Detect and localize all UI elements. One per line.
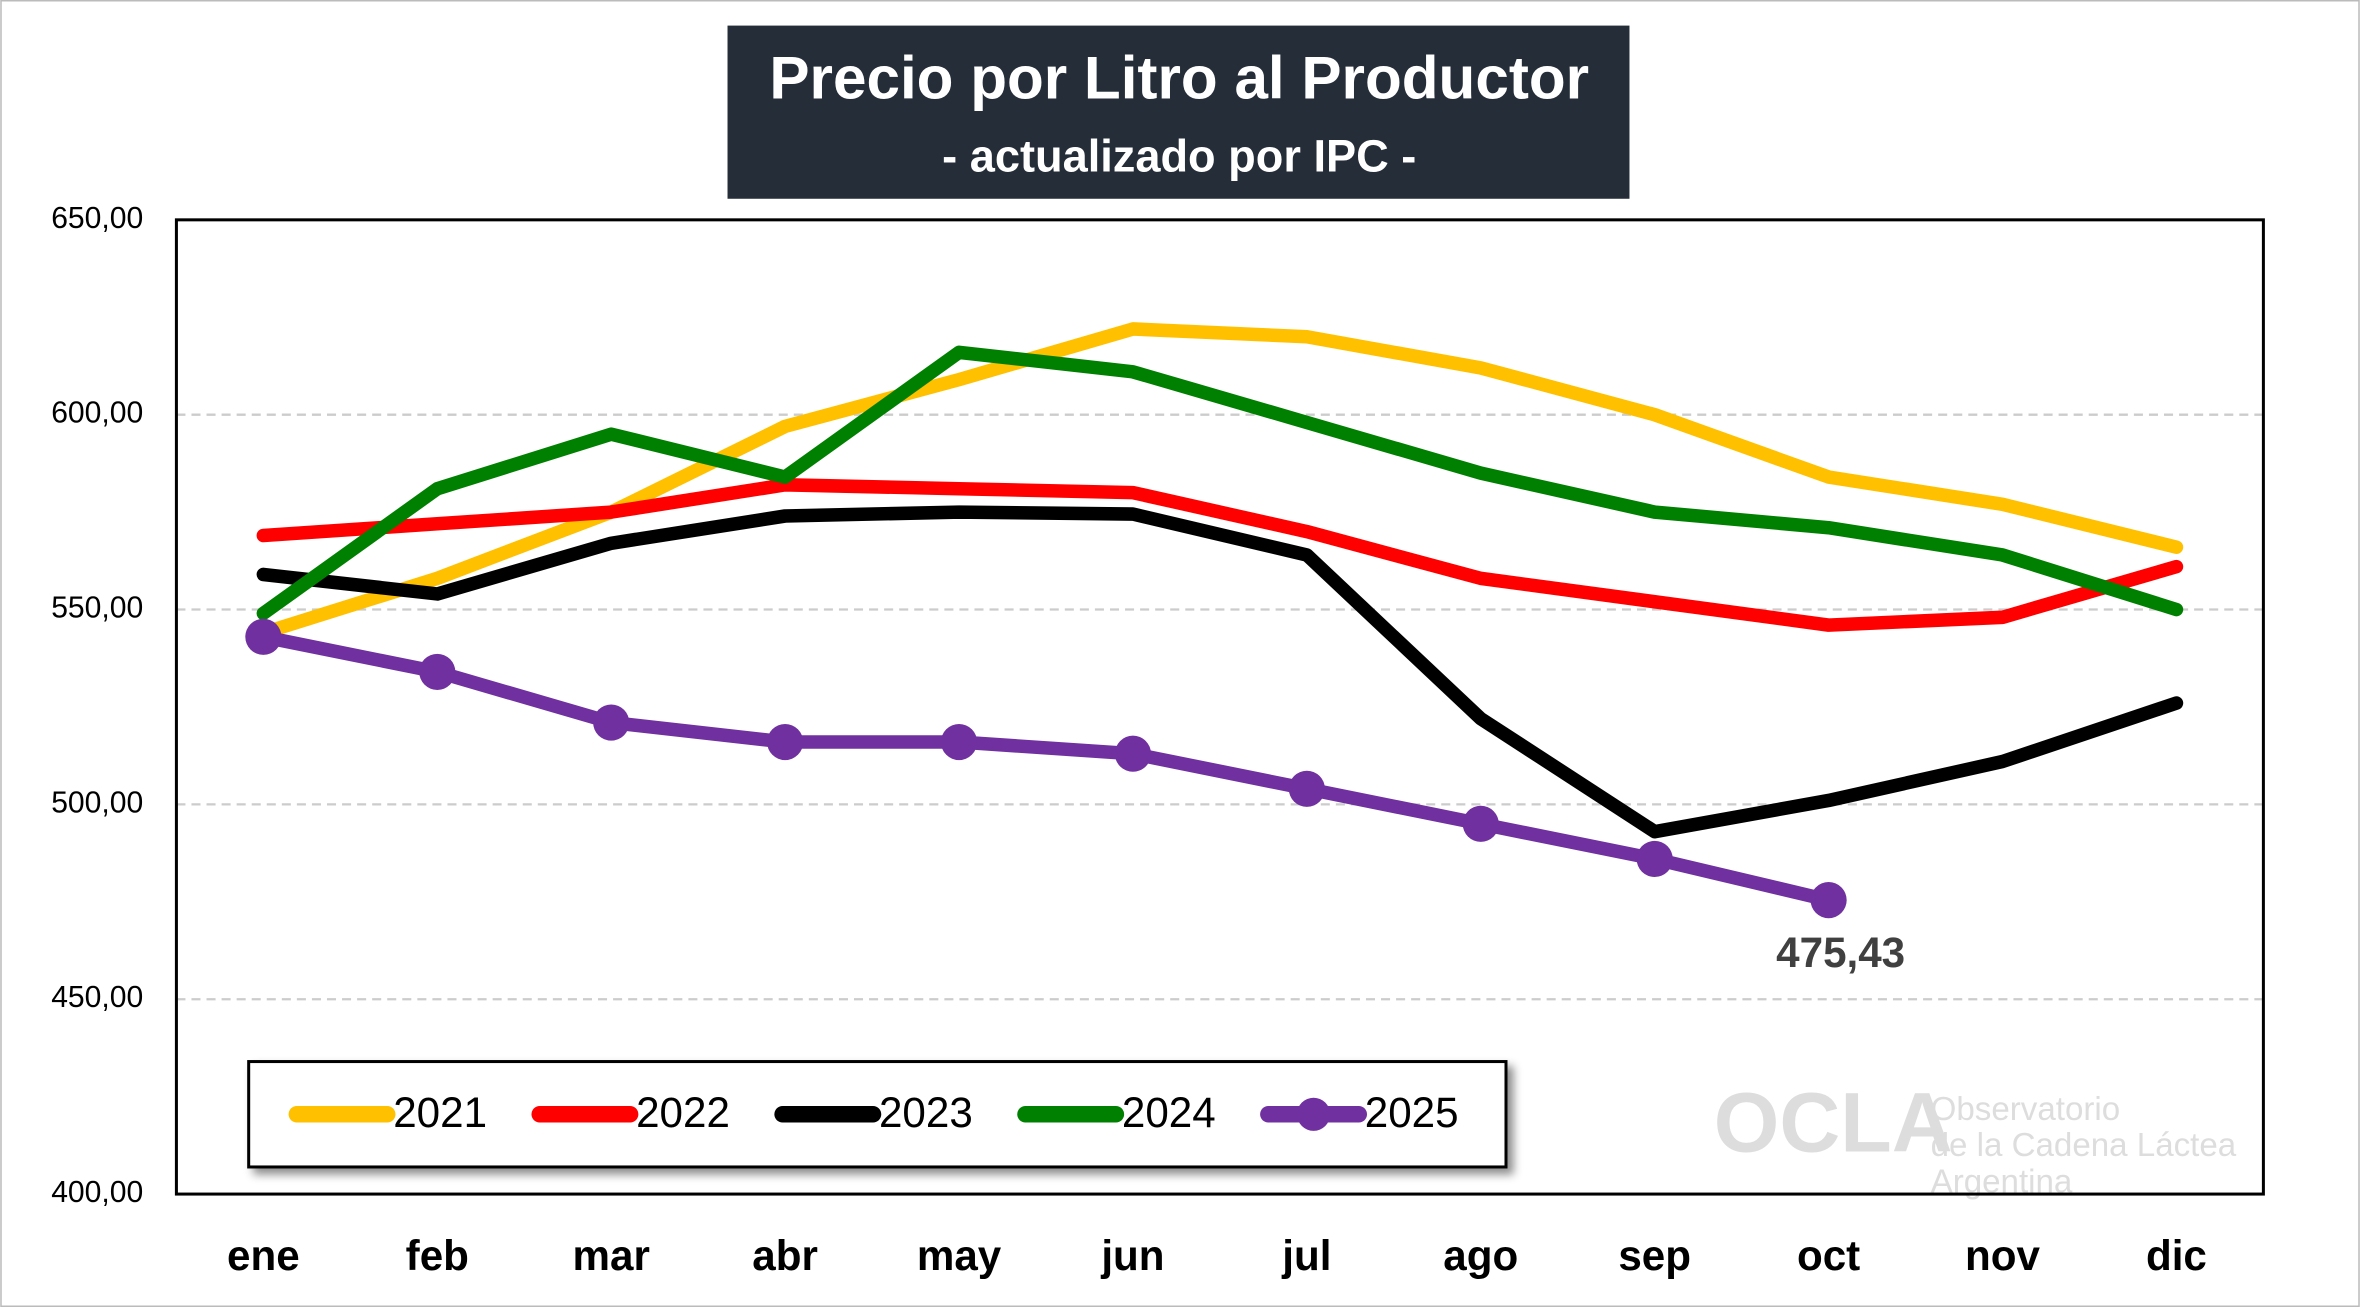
legend-label: 2025 (1365, 1089, 1459, 1136)
legend-label: 2024 (1122, 1089, 1216, 1136)
y-tick-label: 600,00 (51, 397, 143, 430)
point (767, 723, 804, 761)
x-tick-label: ene (227, 1232, 300, 1279)
x-tick-label: sep (1618, 1232, 1691, 1279)
watermark: OCLA Observatorio de la Cadena Láctea Ar… (1714, 1076, 2237, 1201)
series-line (256, 478, 2184, 632)
point (419, 653, 456, 690)
x-tick-label: jul (1281, 1232, 1331, 1279)
y-tick-label: 550,00 (51, 591, 143, 624)
point (1462, 805, 1499, 842)
point (1810, 882, 1847, 919)
x-tick-label: may (917, 1232, 1002, 1279)
point (245, 618, 282, 655)
x-tick-label: abr (752, 1232, 818, 1279)
watermark-text: Observatorio (1931, 1091, 2121, 1128)
series-line (256, 322, 2184, 640)
x-tick-label: oct (1797, 1232, 1860, 1279)
chart-title: Precio por Litro al Productor (769, 44, 1589, 112)
x-tick-label: dic (2146, 1232, 2207, 1279)
y-tick-label: 650,00 (51, 202, 143, 235)
legend-label: 2022 (636, 1089, 730, 1136)
point (1636, 840, 1673, 878)
point (593, 704, 630, 741)
y-tick-label: 500,00 (51, 786, 143, 819)
x-tick-label: ago (1443, 1232, 1518, 1279)
title-box (727, 25, 1630, 199)
data-label: 475,43 (1776, 929, 1905, 976)
series-line (256, 505, 2184, 839)
legend: 2021 2022 2023 2024 2025 (247, 1060, 1508, 1169)
point (1288, 770, 1325, 807)
y-tick-label: 400,00 (51, 1176, 143, 1209)
chart-subtitle: - actualizado por IPC - (942, 131, 1416, 182)
point (940, 723, 978, 761)
legend-marker (1296, 1097, 1331, 1131)
x-tick-label: mar (573, 1232, 650, 1279)
legend-label: 2021 (393, 1089, 487, 1136)
legend-label: 2023 (879, 1089, 973, 1136)
x-tick-label: feb (406, 1232, 469, 1279)
y-tick-label: 450,00 (51, 981, 143, 1014)
x-tick-label: jun (1100, 1232, 1164, 1279)
watermark-text: de la Cadena Láctea (1931, 1127, 2237, 1164)
point (1114, 735, 1152, 772)
watermark-logo: OCLA (1714, 1076, 1953, 1170)
series-line (256, 630, 1836, 907)
plot-border (174, 218, 2265, 1196)
series-line (256, 345, 2184, 621)
x-tick-label: nov (1965, 1232, 2041, 1279)
